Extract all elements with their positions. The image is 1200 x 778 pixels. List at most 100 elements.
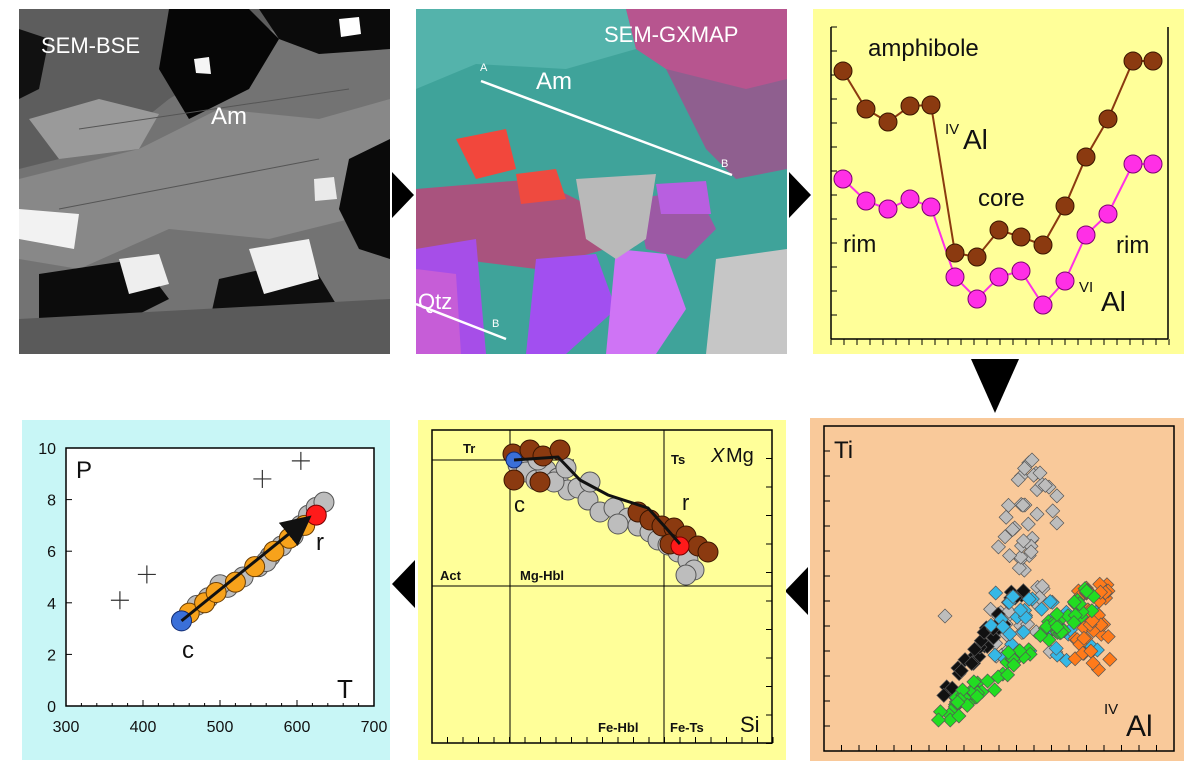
- vial-point: [921, 197, 941, 217]
- pt-ytick-label: 4: [47, 596, 56, 613]
- ival-point: [921, 95, 941, 115]
- ti-grey-point: [998, 509, 1014, 525]
- pt-label-c: c: [182, 637, 194, 664]
- pt-cross-point: [137, 565, 156, 584]
- pt-trend-arrow: [180, 515, 312, 623]
- field-act: Act: [440, 568, 462, 583]
- vial-point: [1123, 154, 1143, 174]
- ti-grey-point: [1037, 477, 1053, 493]
- pt-ytick-label: 2: [47, 647, 56, 664]
- vial-point: [1011, 261, 1031, 281]
- pt-ytick-label: 10: [38, 441, 56, 458]
- pt-xtick-label: 500: [207, 719, 234, 736]
- flow-arrow-left-2: [392, 560, 415, 608]
- ti-blue-point: [1034, 601, 1050, 617]
- ti-green-point: [1084, 603, 1100, 619]
- vial-point: [1098, 204, 1118, 224]
- ti-grey-point: [1049, 515, 1065, 531]
- sem-gxmap-b-label: B: [721, 158, 728, 170]
- sem-bse-am-label: Am: [211, 103, 247, 130]
- ti-black-point: [953, 663, 969, 679]
- sem-gxmap-am-label: Am: [536, 68, 572, 95]
- ti-black-point: [986, 630, 1002, 646]
- profile-rim-right-label: rim: [1116, 232, 1149, 259]
- ti-green-point: [1000, 667, 1016, 683]
- sem-gxmap-image: SEM-GXMAP Am A B Qtz B: [416, 9, 787, 354]
- class-grey-point: [607, 513, 629, 535]
- vial-point: [833, 169, 853, 189]
- ti-green-point: [1049, 606, 1065, 622]
- ti-orange-point: [1085, 655, 1101, 671]
- ti-xlabel: Al: [1126, 710, 1153, 743]
- ti-blue-point: [987, 647, 1003, 663]
- pt-rim-point: [305, 504, 327, 526]
- sem-bse-title: SEM-BSE: [41, 33, 140, 58]
- ti-grey-point: [1029, 506, 1045, 522]
- ival-point: [989, 220, 1009, 240]
- profile-ival-label: Al: [963, 124, 988, 155]
- flow-arrow-left-1: [785, 567, 808, 615]
- class-label-r: r: [682, 490, 689, 515]
- ival-point: [945, 243, 965, 263]
- profile-ival-sup: IV: [945, 121, 959, 138]
- ti-blue-point: [983, 617, 999, 633]
- pt-xtick-label: 600: [284, 719, 311, 736]
- vial-point: [900, 189, 920, 209]
- class-grey-point: [555, 457, 577, 479]
- ti-grey-point: [1010, 472, 1026, 488]
- class-ylabel-x: X: [710, 445, 725, 467]
- ti-green-point: [951, 708, 967, 724]
- field-fe-hbl: Fe-Hbl: [598, 720, 638, 735]
- class-xlabel: Si: [740, 712, 760, 737]
- ti-blue-point: [1016, 624, 1032, 640]
- ti-green-point: [1049, 619, 1065, 635]
- pt-ytick-label: 6: [47, 544, 56, 561]
- ti-green-point: [980, 673, 996, 689]
- sem-gxmap-b2-label: B: [492, 318, 499, 330]
- field-tr: Tr: [463, 441, 475, 456]
- ti-green-point: [1000, 645, 1016, 661]
- pt-cross-point: [253, 469, 272, 488]
- ival-point: [967, 247, 987, 267]
- ti-grey-point: [1024, 452, 1040, 468]
- vial-point: [1033, 295, 1053, 315]
- ti-orange-point: [1083, 643, 1099, 659]
- pt-orange-point: [263, 540, 285, 562]
- ival-point: [1123, 51, 1143, 71]
- ival-point: [1143, 51, 1163, 71]
- ti-blue-point: [1021, 591, 1037, 607]
- ti-grey-point: [1017, 460, 1033, 476]
- pt-ylabel: P: [76, 457, 92, 484]
- ti-green-point: [950, 694, 966, 710]
- al-profile-chart: amphibole IV Al core rim rim VI Al: [813, 9, 1184, 354]
- ti-green-point: [1006, 657, 1022, 673]
- ti-grey-point: [1045, 503, 1061, 519]
- vial-point: [1076, 225, 1096, 245]
- ti-blue-point: [1002, 626, 1018, 642]
- pt-cross-point: [110, 591, 129, 610]
- ti-grey-point: [1023, 544, 1039, 560]
- class-brown-point: [503, 469, 525, 491]
- ti-grey-point: [1015, 497, 1031, 513]
- profile-vial-label: Al: [1101, 286, 1126, 317]
- sem-bse-image: SEM-BSE Am: [19, 9, 390, 354]
- vial-point: [989, 267, 1009, 287]
- classification-chart: Tr Ts X Mg Act Mg-Hbl Fe-Hbl Fe-Ts Si c …: [418, 420, 786, 760]
- ti-orange-point: [1100, 629, 1116, 645]
- pt-orange-point: [244, 556, 266, 578]
- class-brown-point: [697, 541, 719, 563]
- vial-point: [945, 267, 965, 287]
- class-label-c: c: [514, 492, 525, 517]
- ti-grey-point: [997, 529, 1013, 545]
- ti-grey-point: [1020, 516, 1036, 532]
- ival-point: [833, 61, 853, 81]
- ti-blue-point: [1013, 602, 1029, 618]
- ti-orange-point: [1102, 651, 1118, 667]
- profile-rim-left-label: rim: [843, 231, 876, 258]
- class-brown-point: [529, 471, 551, 493]
- ti-green-point: [930, 712, 946, 728]
- ival-point: [1098, 109, 1118, 129]
- field-fe-ts: Fe-Ts: [670, 720, 704, 735]
- class-ylabel-mg: Mg: [726, 445, 754, 467]
- ti-blue-point: [1042, 594, 1058, 610]
